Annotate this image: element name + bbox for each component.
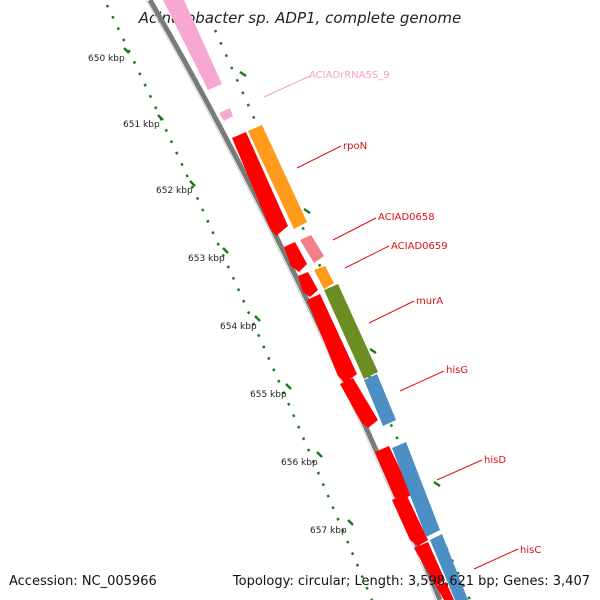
tick-outer-3: [369, 347, 377, 355]
feature-pink-1[interactable]: [300, 235, 324, 263]
leader-hisD: [436, 459, 483, 481]
tick-650: [123, 47, 130, 54]
feature-blue-hisC[interactable]: [430, 534, 468, 600]
feature-orange-2[interactable]: [314, 266, 334, 289]
feature-cds-3[interactable]: [298, 272, 318, 297]
feature-orange-1[interactable]: [248, 125, 307, 229]
tick-651: [157, 114, 164, 121]
feature-blue-hisD[interactable]: [392, 442, 440, 537]
feature-cds-8[interactable]: [414, 542, 445, 586]
feature-cds-7[interactable]: [392, 494, 428, 546]
feature-blue-hisG[interactable]: [364, 374, 396, 426]
feature-ACIADrRNA5S_9-tip[interactable]: [219, 108, 233, 121]
feature-cds-2[interactable]: [284, 242, 307, 272]
tick-653: [222, 247, 229, 254]
gene-label-ACIAD0658[interactable]: ACIAD0658: [378, 212, 435, 223]
tick-654: [254, 315, 261, 322]
tick-outer-2: [303, 207, 311, 215]
tick-label-657: 657 kbp: [310, 526, 347, 536]
leader-rpoN: [296, 145, 342, 169]
accession-label: Accession: NC_005966: [9, 574, 157, 589]
major-ticks: [123, 47, 441, 526]
gene-label-hisD[interactable]: hisD: [484, 455, 506, 466]
tick-657: [347, 519, 354, 526]
tick-label-655: 655 kbp: [250, 390, 287, 400]
genome-summary: Topology: circular; Length: 3,598,621 bp…: [232, 574, 590, 589]
gene-label-murA[interactable]: murA: [416, 296, 443, 307]
gene-label-hisG[interactable]: hisG: [446, 365, 468, 376]
feature-cds-4[interactable]: [307, 294, 357, 383]
gene-label-rpoN[interactable]: rpoN: [343, 141, 367, 152]
leader-ACIAD0659: [344, 245, 390, 269]
map-title: Acinetobacter sp. ADP1, complete genome: [138, 9, 462, 27]
feature-cds-9[interactable]: [436, 582, 454, 600]
genome-backbone-highlight: [145, 0, 437, 600]
leader-murA: [368, 300, 415, 324]
tick-656: [316, 451, 323, 458]
tick-652: [189, 180, 196, 187]
feature-cds-1[interactable]: [232, 132, 288, 236]
feature-white-mark: [203, 3, 213, 9]
feature-olive-murA[interactable]: [324, 284, 378, 379]
tick-label-656: 656 kbp: [281, 458, 318, 468]
tick-outer-4: [433, 480, 441, 488]
feature-ACIADrRNA5S_9[interactable]: [163, 0, 222, 90]
tick-outer-1: [239, 70, 247, 78]
feature-cds-5[interactable]: [340, 378, 378, 428]
tick-655: [285, 383, 292, 390]
gene-label-ACIADrRNA5S_9[interactable]: ACIADrRNA5S_9: [309, 70, 390, 81]
tick-label-650: 650 kbp: [88, 54, 125, 64]
feature-cds-6[interactable]: [375, 446, 412, 502]
gene-label-ACIAD0659[interactable]: ACIAD0659: [391, 241, 448, 252]
leader-hisG: [399, 370, 445, 392]
leader-ACIAD0658: [332, 217, 377, 241]
tick-label-651: 651 kbp: [123, 120, 160, 130]
tick-label-654: 654 kbp: [220, 322, 257, 332]
tick-label-652: 652 kbp: [156, 186, 193, 196]
leader-ACIADrRNA5S_9: [263, 75, 311, 98]
tick-label-653: 653 kbp: [188, 254, 225, 264]
gene-label-hisC[interactable]: hisC: [520, 545, 541, 556]
leader-hisC: [473, 548, 519, 570]
